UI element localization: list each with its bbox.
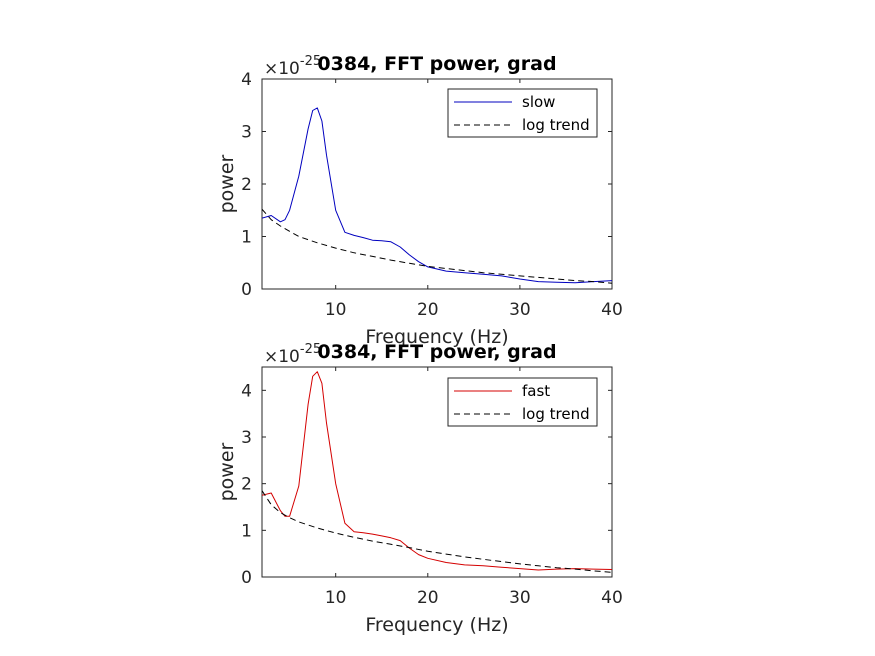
y-tick-label: 2 [241, 475, 252, 495]
y-exponent-label: ×10-25 [264, 342, 321, 367]
y-tick-label: 2 [241, 175, 252, 195]
legend-box [447, 88, 598, 138]
x-tick-label: 40 [601, 300, 623, 320]
chart-title: 0384, FFT power, grad [317, 341, 556, 363]
x-tick-label: 30 [509, 588, 531, 608]
y-axis-label: power [216, 154, 238, 213]
legend: slow log trend [447, 88, 598, 138]
y-tick-label: 0 [241, 568, 252, 588]
x-axis-label: Frequency (Hz) [365, 326, 508, 348]
x-tick-label: 10 [325, 588, 347, 608]
y-tick-label: 1 [241, 521, 252, 541]
series-line-log-trend [262, 208, 612, 284]
y-tick-label: 4 [241, 70, 252, 90]
legend-entry: slow [522, 93, 555, 111]
series-line-slow [262, 107, 612, 284]
legend: fast log trend [447, 377, 598, 427]
x-tick-label: 20 [417, 588, 439, 608]
legend-box [447, 377, 598, 427]
chart-title: 0384, FFT power, grad [317, 53, 556, 75]
x-axis-label: Frequency (Hz) [365, 614, 508, 636]
y-tick-label: 1 [241, 228, 252, 248]
legend-entry: log trend [522, 116, 590, 134]
y-tick-label: 4 [241, 381, 252, 401]
y-exponent-label: ×10-25 [264, 54, 321, 79]
x-tick-label: 40 [601, 588, 623, 608]
series-line-fast [262, 371, 612, 571]
x-tick-label: 10 [325, 300, 347, 320]
legend-entry: fast [522, 382, 550, 400]
legend-entry: log trend [522, 405, 590, 423]
series-line-log-trend [262, 490, 612, 573]
y-tick-label: 0 [241, 280, 252, 300]
y-tick-label: 3 [241, 428, 252, 448]
y-axis-label: power [216, 442, 238, 501]
x-tick-label: 30 [509, 300, 531, 320]
x-tick-label: 20 [417, 300, 439, 320]
y-tick-label: 3 [241, 123, 252, 143]
